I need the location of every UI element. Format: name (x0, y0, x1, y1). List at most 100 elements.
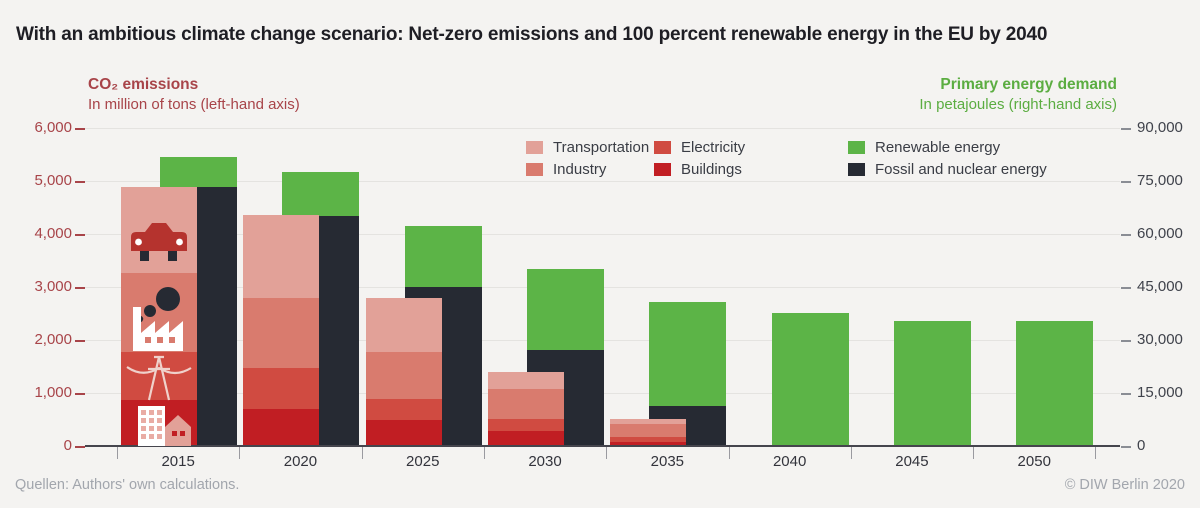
chart-title: With an ambitious climate change scenari… (16, 24, 1048, 45)
bar-electricity-2035 (610, 436, 687, 443)
legend-swatch-renewable-energy (848, 140, 865, 154)
x-axis-tick (483, 447, 485, 459)
right-axis-tick-label: 75,000 (1137, 172, 1183, 189)
right-axis-subtitle: In petajoules (right-hand axis) (919, 96, 1117, 113)
gridline (85, 128, 1120, 129)
right-axis-tick-label: 90,000 (1137, 119, 1183, 136)
x-axis-tick (973, 447, 975, 459)
right-axis-tick (1121, 446, 1131, 448)
right-axis-tick-label: 30,000 (1137, 331, 1183, 348)
right-axis-tick-label: 45,000 (1137, 278, 1183, 295)
x-axis-tick (361, 447, 363, 459)
bar-transportation-2015 (121, 187, 197, 274)
left-axis-tick-label: 2,000 (34, 331, 72, 348)
bar-buildings-2030 (487, 431, 564, 446)
x-axis-label: 2020 (283, 453, 318, 470)
bar-renewable-2020 (282, 172, 360, 216)
legend-item: Renewable energy (848, 136, 1047, 158)
x-axis-line (85, 445, 1120, 447)
left-axis-header: CO₂ emissions In million of tons (left-h… (88, 75, 300, 115)
right-axis-tick-label: 0 (1137, 437, 1146, 454)
legend-label: Industry (553, 160, 607, 178)
gridline (85, 234, 1120, 235)
legend-item: Buildings (654, 158, 745, 180)
x-axis-label: 2040 (772, 453, 807, 470)
legend-swatch-buildings (654, 162, 671, 176)
legend-item: Transportation (526, 136, 649, 158)
left-axis-title: CO₂ emissions (88, 76, 199, 93)
legend-item: Electricity (654, 136, 745, 158)
x-axis-tick (728, 447, 730, 459)
legend-label: Fossil and nuclear energy (875, 160, 1047, 178)
left-axis-tick (75, 181, 85, 183)
bar-buildings-2015 (121, 399, 197, 446)
x-axis-tick (1095, 447, 1097, 459)
bar-electricity-2015 (121, 351, 197, 400)
bar-electricity-2020 (243, 367, 320, 409)
legend-swatch-fossil-and-nuclear-energy (848, 162, 865, 176)
left-axis-tick (75, 128, 85, 130)
bar-transportation-2020 (243, 215, 320, 299)
copyright-note: © DIW Berlin 2020 (1064, 477, 1185, 493)
legend-label: Transportation (553, 138, 650, 156)
x-axis-label: 2015 (161, 453, 195, 470)
left-axis-tick (75, 340, 85, 342)
left-axis-tick-label: 5,000 (34, 172, 72, 189)
x-axis-tick (850, 447, 852, 459)
x-axis-tick (117, 447, 118, 459)
bar-renewable-2040 (771, 313, 849, 446)
right-axis-tick (1121, 287, 1131, 289)
left-axis-tick (75, 287, 85, 289)
left-axis-tick (75, 393, 85, 395)
legend-label: Renewable energy (875, 138, 1001, 156)
left-axis-tick-label: 1,000 (34, 384, 72, 401)
right-axis-tick-label: 15,000 (1137, 384, 1183, 401)
bar-industry-2030 (487, 388, 564, 419)
left-axis-tick-label: 6,000 (34, 119, 72, 136)
bar-electricity-2030 (487, 418, 564, 432)
right-axis-header: Primary energy demand In petajoules (rig… (919, 75, 1117, 115)
bar-renewable-2025 (404, 225, 482, 287)
right-axis-tick (1121, 181, 1131, 183)
right-axis-tick (1121, 234, 1131, 236)
bar-buildings-2020 (243, 408, 320, 446)
bar-renewable-2050 (1016, 321, 1094, 446)
legend-swatch-industry (526, 162, 543, 176)
legend-column: Renewable energy Fossil and nuclear energ… (848, 136, 1047, 180)
x-axis-tick (606, 447, 608, 459)
bar-transportation-2025 (365, 298, 442, 353)
right-axis-tick (1121, 128, 1131, 130)
gridline (85, 181, 1120, 182)
legend-column: Electricity Buildings (654, 136, 745, 180)
bar-transportation-2030 (487, 372, 564, 389)
x-axis-label: 2045 (895, 453, 929, 470)
bar-renewable-2035 (649, 302, 727, 406)
x-axis-label: 2030 (528, 453, 562, 470)
bar-buildings-2035 (610, 442, 687, 446)
bar-industry-2025 (365, 352, 442, 399)
bar-industry-2015 (121, 273, 197, 352)
left-axis-tick-label: 0 (63, 437, 72, 454)
x-axis-label: 2025 (406, 453, 440, 470)
legend-label: Electricity (681, 138, 746, 156)
right-axis-tick-label: 60,000 (1137, 225, 1183, 242)
bar-renewable-2015 (160, 157, 237, 188)
legend-swatch-transportation (526, 140, 543, 154)
bar-transportation-2035 (610, 418, 687, 425)
left-axis-subtitle: In million of tons (left-hand axis) (88, 96, 300, 113)
legend-swatch-electricity (654, 140, 671, 154)
legend-column: Transportation Industry (526, 136, 649, 180)
legend-label: Buildings (681, 160, 742, 178)
left-axis-tick-label: 4,000 (34, 225, 72, 242)
left-axis-tick-label: 3,000 (34, 278, 72, 295)
source-note: Quellen: Authors' own calculations. (15, 477, 240, 493)
bar-renewable-2030 (526, 268, 604, 350)
x-axis-label: 2035 (650, 453, 685, 470)
x-axis-label: 2050 (1017, 453, 1051, 470)
left-axis-tick (75, 446, 85, 448)
legend-item: Industry (526, 158, 649, 180)
bar-renewable-2045 (893, 321, 971, 446)
left-axis-tick (75, 234, 85, 236)
right-axis-tick (1121, 340, 1131, 342)
